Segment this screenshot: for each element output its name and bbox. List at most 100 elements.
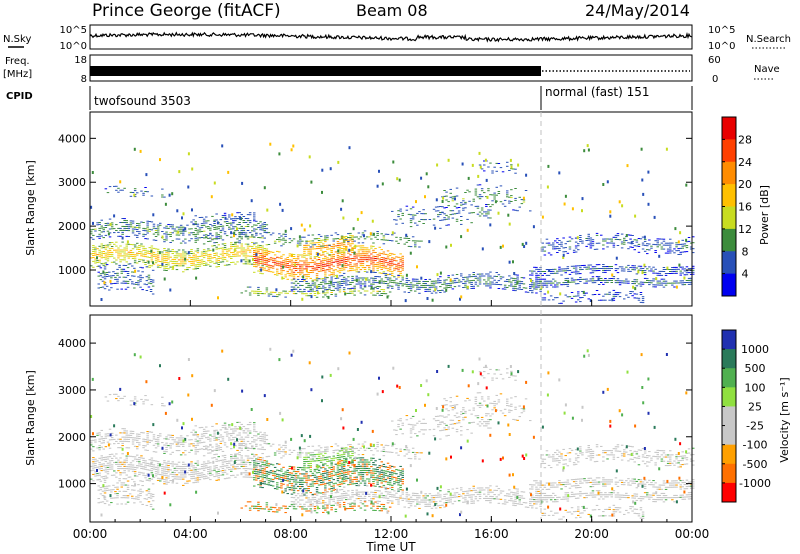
velocity-cell — [156, 439, 160, 441]
power-cell — [627, 282, 630, 284]
power-cell — [322, 268, 325, 270]
power-cell — [299, 281, 302, 282]
power-cell — [182, 261, 185, 263]
power-cell — [370, 286, 373, 289]
velocity-cell — [173, 441, 177, 443]
velocity-cell — [179, 441, 183, 443]
power-cell — [380, 233, 383, 235]
power-cell — [159, 222, 162, 224]
power-cell — [253, 242, 256, 244]
power-cell — [309, 286, 312, 288]
power-cell — [317, 288, 321, 289]
power-cell — [223, 245, 227, 247]
power-cell — [556, 286, 559, 288]
power-cell — [248, 222, 252, 224]
power-cell — [399, 210, 402, 212]
power-cell — [411, 284, 415, 286]
velocity-cell — [100, 467, 103, 469]
velocity-cell — [119, 457, 122, 459]
power-cell — [382, 237, 386, 239]
velocity-cell — [223, 471, 227, 473]
power-cell — [263, 263, 266, 265]
power-cell — [591, 243, 595, 245]
power-cell — [349, 290, 352, 292]
power-cell — [223, 214, 227, 216]
power-cell — [530, 279, 532, 282]
power-cell — [560, 270, 563, 272]
power-cell — [620, 280, 624, 282]
power-cell — [351, 290, 354, 292]
power-cell — [357, 249, 361, 251]
power-cell — [269, 251, 273, 253]
power-cell — [330, 246, 333, 248]
power-cell — [363, 255, 367, 257]
power-cell — [167, 268, 170, 270]
power-cell — [418, 240, 421, 242]
velocity-cell — [190, 469, 193, 471]
velocity-cell — [116, 486, 119, 488]
power-cell — [351, 238, 354, 240]
power-cell — [378, 272, 381, 274]
power-cell — [154, 230, 158, 231]
power-cell — [449, 282, 452, 284]
power-cell — [305, 274, 308, 276]
power-cell — [388, 291, 392, 293]
velocity-cell — [163, 438, 166, 440]
power-cell — [305, 276, 308, 278]
power-cell — [549, 282, 553, 284]
power-cell — [646, 268, 649, 270]
velocity-cell — [213, 433, 216, 435]
power-cell — [90, 257, 93, 259]
power-cell — [480, 207, 484, 209]
power-cell — [347, 241, 350, 243]
power-cell — [464, 201, 467, 203]
power-cell — [311, 279, 315, 281]
power-cell — [547, 290, 550, 294]
power-cell — [244, 263, 248, 265]
power-cell — [591, 245, 595, 247]
power-cell — [363, 238, 367, 240]
power-cell — [330, 258, 333, 260]
power-cell — [328, 248, 331, 250]
power-cell — [678, 263, 681, 267]
power-cell — [606, 281, 609, 283]
power-cell — [104, 256, 108, 258]
power-cell — [635, 273, 639, 275]
power-cell — [566, 266, 570, 268]
power-cell — [391, 273, 394, 275]
power-cell — [606, 242, 609, 244]
power-cell — [347, 233, 350, 235]
power-cell — [537, 278, 540, 280]
velocity-cell — [98, 474, 101, 476]
power-cell — [581, 297, 584, 298]
power-cell — [263, 222, 266, 223]
power-cell — [131, 248, 135, 250]
power-cell — [639, 238, 643, 240]
power-cell — [457, 212, 461, 214]
velocity-cell — [102, 465, 105, 467]
power-cell — [133, 254, 137, 256]
power-cell — [221, 144, 224, 148]
power-cell — [288, 275, 292, 277]
power-cell — [276, 239, 279, 240]
velocity-cell — [110, 434, 114, 436]
velocity-cell — [232, 474, 235, 476]
power-cell — [671, 282, 674, 284]
power-cell — [566, 268, 570, 270]
power-cell — [443, 195, 446, 197]
power-cell — [637, 238, 641, 239]
power-cell — [616, 278, 620, 280]
power-cell — [361, 253, 365, 255]
power-cell — [211, 238, 214, 240]
power-cell — [290, 273, 294, 275]
velocity-cell — [221, 465, 225, 467]
power-cell — [365, 257, 369, 259]
power-cell — [215, 242, 218, 243]
velocity-cell — [240, 445, 243, 447]
velocity-cell — [175, 474, 179, 476]
power-cell — [241, 181, 244, 185]
velocity-cell — [138, 463, 141, 465]
power-cell — [493, 275, 496, 277]
power-cell — [261, 263, 264, 265]
power-cell — [673, 266, 676, 268]
